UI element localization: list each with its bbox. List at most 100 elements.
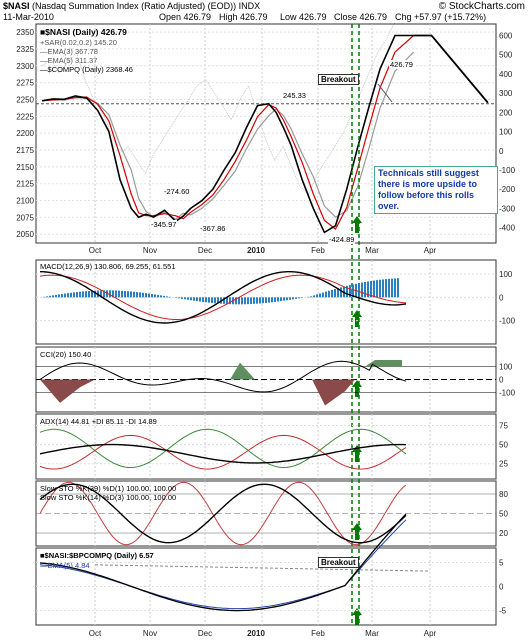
macd-hist-bar: [250, 297, 252, 305]
trough-label-345: -345.97: [150, 220, 178, 229]
y-right-tick-600: 600: [499, 32, 513, 41]
macd-hist-bar: [109, 290, 111, 298]
legend-nasi: ■$NASI (Daily) 426.79: [40, 27, 127, 37]
adx-tick-75: 75: [499, 421, 508, 430]
macd-hist-bar: [298, 297, 300, 299]
macd-hist-bar: [145, 293, 147, 298]
macd-hist-bar: [325, 291, 327, 298]
macd-hist-bar: [181, 297, 183, 299]
macd-hist-bar: [247, 297, 249, 305]
green-arrow-2: [352, 380, 362, 397]
macd-hist-bar: [286, 297, 288, 301]
x-label-bottom-dec: Dec: [198, 629, 212, 638]
cci-neg-area-0: [40, 379, 95, 403]
macd-hist-bar: [103, 290, 105, 298]
y-left-tick-2050: 2050: [16, 230, 34, 239]
macd-hist-bar: [394, 278, 396, 298]
x-label-bottom-mar: Mar: [365, 629, 379, 638]
macd-hist-bar: [211, 297, 213, 303]
macd-tick-100: 100: [499, 270, 513, 279]
macd-hist-bar: [256, 297, 258, 304]
x-label-main-dec: Dec: [198, 246, 212, 255]
legend-macd: MACD(12,26,9) 130.806, 69.255, 61.551: [40, 262, 176, 271]
stockcharts-brand[interactable]: © StockCharts.com: [438, 1, 525, 12]
macd-hist-bar: [148, 293, 150, 298]
trough-label-274: -274.60: [163, 187, 191, 196]
cci-pos-area-0: [230, 362, 255, 380]
macd-hist-bar: [373, 280, 375, 298]
macd-hist-bar: [55, 294, 57, 298]
macd-hist-bar: [61, 293, 63, 298]
legend-sto2: Slow STO %K(14) %D(3) 100.00, 100.00: [40, 493, 177, 502]
macd-hist-bar: [328, 290, 330, 298]
macd-hist-bar: [295, 297, 297, 299]
macd-hist-bar: [52, 295, 54, 298]
y-right-tick-100: 100: [499, 128, 513, 137]
macd-hist-bar: [223, 297, 225, 304]
macd-hist-bar: [262, 297, 264, 304]
adx-tick-50: 50: [499, 441, 508, 450]
cci-tick--100: -100: [499, 389, 516, 398]
legend-compq: —$COMPQ (Daily) 2368.46: [40, 65, 133, 74]
macd-hist-bar: [259, 297, 261, 304]
x-label-bottom-nov: Nov: [143, 629, 157, 638]
x-label-bottom-2010: 2010: [247, 629, 265, 638]
y-right-tick--100: -100: [499, 166, 516, 175]
ratio-tick--5: -5: [499, 607, 507, 616]
legend-ema3: —EMA(3) 367.78: [40, 47, 98, 56]
macd-hist-bar: [115, 290, 117, 298]
macd-hist-bar: [289, 297, 291, 300]
macd-hist-bar: [160, 295, 162, 298]
macd-hist-bar: [70, 292, 72, 298]
green-arrow-4: [352, 523, 362, 540]
x-label-bottom-apr: Apr: [424, 629, 437, 638]
macd-hist-bar: [73, 292, 75, 298]
macd-hist-bar: [229, 297, 231, 305]
legend-sto1: Slow STO %K(39) %D(1) 100.00, 100.00: [40, 484, 177, 493]
macd-line: [40, 271, 407, 324]
y-left-tick-2125: 2125: [16, 180, 34, 189]
cci-tick-0: 0: [499, 376, 504, 385]
macd-hist-bar: [214, 297, 216, 304]
macd-hist-bar: [397, 278, 399, 298]
projection-line: [413, 34, 489, 104]
macd-hist-bar: [340, 287, 342, 298]
y-right-tick-400: 400: [499, 70, 513, 79]
green-arrow-1: [352, 310, 362, 327]
macd-hist-bar: [82, 291, 84, 298]
y-left-tick-2325: 2325: [16, 45, 34, 54]
adx-tick-25: 25: [499, 460, 508, 469]
y-left-tick-2350: 2350: [16, 28, 34, 37]
y-left-tick-2250: 2250: [16, 95, 34, 104]
macd-hist-bar: [46, 296, 48, 298]
chart-date: 11-Mar-2010: [3, 12, 54, 22]
macd-hist-bar: [94, 290, 96, 298]
macd-hist-bar: [208, 297, 210, 303]
macd-hist-bar: [391, 278, 393, 298]
cci-neg-area-1: [312, 379, 355, 406]
y-right-tick--400: -400: [499, 224, 516, 233]
macd-hist-bar: [292, 297, 294, 300]
macd-hist-bar: [235, 297, 237, 305]
macd-hist-bar: [175, 297, 177, 298]
sto-tick-80: 80: [499, 490, 508, 499]
macd-hist-bar: [151, 293, 153, 298]
green-arrow-5: [352, 608, 362, 625]
legend-sar: +SAR(0.02,0.2) 145.20: [40, 38, 117, 47]
macd-hist-bar: [268, 297, 270, 303]
macd-hist-bar: [388, 278, 390, 298]
macd-hist-bar: [139, 292, 141, 298]
macd-hist-bar: [217, 297, 219, 304]
adx-di-minus-line: [39, 434, 407, 470]
macd-hist-bar: [64, 293, 66, 298]
macd-hist-bar: [193, 297, 195, 301]
legend-ratio-ema: —EMA(5) 4.84: [40, 561, 90, 570]
macd-hist-bar: [265, 297, 267, 303]
macd-hist-bar: [142, 292, 144, 298]
macd-hist-bar: [124, 290, 126, 298]
macd-hist-bar: [349, 285, 351, 298]
x-label-main-mar: Mar: [365, 246, 379, 255]
y-left-tick-2100: 2100: [16, 197, 34, 206]
y-left-tick-2175: 2175: [16, 146, 34, 155]
